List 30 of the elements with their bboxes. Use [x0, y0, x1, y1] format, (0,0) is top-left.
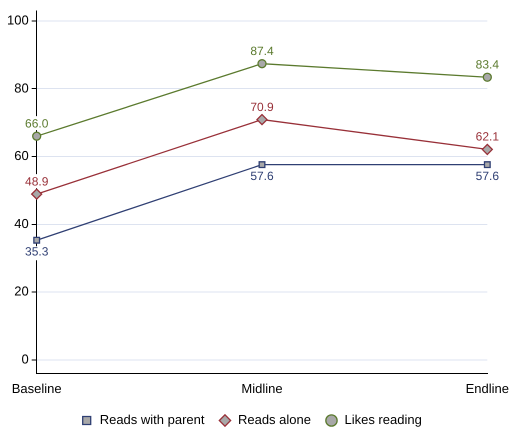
data-label: 83.4 [476, 58, 500, 72]
data-label: 66.0 [25, 116, 49, 130]
point [256, 114, 268, 126]
y-tick-label: 20 [14, 284, 29, 299]
y-tick-label: 60 [14, 148, 29, 164]
point [31, 188, 42, 200]
x-tick-label: Baseline [12, 380, 62, 396]
data-label: 57.6 [476, 168, 500, 183]
data-label: 35.3 [25, 244, 49, 259]
point [257, 59, 267, 68]
data-label: 87.4 [250, 44, 274, 58]
legend-label: Reads with parent [100, 412, 205, 428]
point [258, 161, 266, 168]
x-tick-label: Midline [241, 380, 283, 396]
data-label: 57.6 [250, 168, 274, 183]
point [32, 132, 42, 141]
legend-label: Likes reading [344, 412, 422, 428]
point [33, 236, 40, 244]
y-tick-label: 100 [6, 12, 29, 28]
y-tick-label: 40 [14, 216, 29, 231]
data-label: 48.9 [25, 174, 49, 188]
data-label: 70.9 [250, 100, 274, 114]
point [482, 72, 492, 82]
x-tick-label: Endline [466, 380, 510, 396]
legend-label: Reads alone [238, 412, 311, 428]
point [482, 144, 493, 156]
data-label: 62.1 [476, 130, 500, 144]
y-tick-label: 0 [21, 351, 29, 366]
y-tick-label: 80 [14, 80, 29, 96]
point [484, 161, 491, 168]
